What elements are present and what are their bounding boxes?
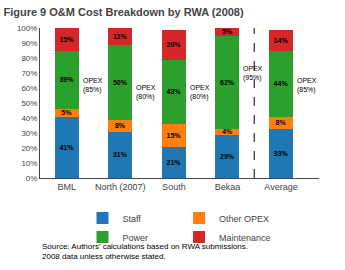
svg-text:41%: 41% xyxy=(59,144,74,151)
svg-text:Maintenance: Maintenance xyxy=(219,233,271,243)
svg-text:North (2007): North (2007) xyxy=(95,182,146,192)
svg-text:39%: 39% xyxy=(59,76,74,83)
svg-text:40%: 40% xyxy=(21,114,37,123)
svg-text:20%: 20% xyxy=(166,41,181,48)
svg-text:20%: 20% xyxy=(21,144,37,153)
svg-text:11%: 11% xyxy=(113,33,127,40)
svg-text:70%: 70% xyxy=(21,69,37,78)
svg-text:29%: 29% xyxy=(220,153,235,160)
svg-text:50%: 50% xyxy=(113,79,128,86)
svg-text:90%: 90% xyxy=(21,39,37,48)
svg-text:15%: 15% xyxy=(59,36,74,43)
svg-text:OPEX(80%): OPEX(80%) xyxy=(136,84,156,101)
svg-text:50%: 50% xyxy=(21,99,37,108)
svg-text:31%: 31% xyxy=(113,151,128,158)
svg-text:8%: 8% xyxy=(276,119,287,126)
svg-text:43%: 43% xyxy=(166,88,181,95)
svg-text:100%: 100% xyxy=(17,24,37,33)
svg-text:60%: 60% xyxy=(21,84,37,93)
svg-text:5%: 5% xyxy=(222,28,233,35)
svg-text:62%: 62% xyxy=(220,79,235,86)
svg-text:33%: 33% xyxy=(274,150,289,157)
svg-text:South: South xyxy=(162,182,186,192)
svg-text:5%: 5% xyxy=(61,109,72,116)
svg-text:14%: 14% xyxy=(274,37,289,44)
svg-text:8%: 8% xyxy=(115,122,126,129)
svg-text:10%: 10% xyxy=(21,159,37,168)
svg-text:21%: 21% xyxy=(166,159,181,166)
svg-text:15%: 15% xyxy=(166,132,181,139)
svg-text:Figure 9 O&M Cost Breakdown by: Figure 9 O&M Cost Breakdown by RWA (2008… xyxy=(3,6,244,18)
svg-text:Other OPEX: Other OPEX xyxy=(219,214,269,224)
svg-text:Power: Power xyxy=(123,233,149,243)
svg-text:44%: 44% xyxy=(274,80,289,87)
svg-text:OPEX(95%): OPEX(95%) xyxy=(243,65,263,82)
svg-text:BML: BML xyxy=(58,182,77,192)
svg-text:Average: Average xyxy=(264,182,297,192)
svg-text:0%: 0% xyxy=(26,174,38,183)
svg-text:OPEX(80%): OPEX(80%) xyxy=(190,84,210,101)
svg-text:Bekaa: Bekaa xyxy=(215,182,241,192)
svg-text:OPEX(85%): OPEX(85%) xyxy=(297,77,317,94)
svg-text:30%: 30% xyxy=(21,129,37,138)
svg-text:Source: Authors’ calculations: Source: Authors’ calculations based on R… xyxy=(42,242,248,261)
svg-text:4%: 4% xyxy=(222,128,233,135)
svg-text:Staff: Staff xyxy=(123,214,142,224)
svg-text:80%: 80% xyxy=(21,54,37,63)
svg-text:OPEX(85%): OPEX(85%) xyxy=(83,77,103,94)
